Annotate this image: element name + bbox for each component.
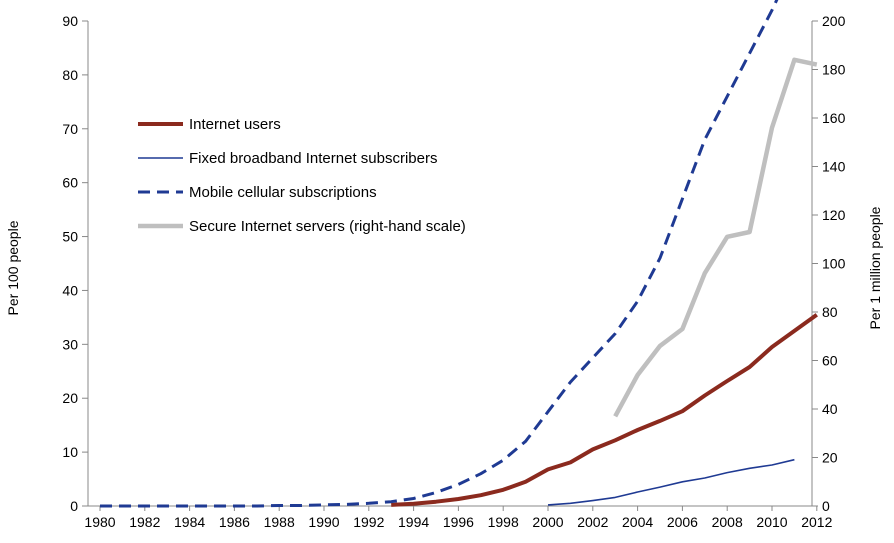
x-tick-label: 1986 <box>219 514 250 530</box>
left-tick-label: 40 <box>62 282 78 298</box>
axes-group <box>87 21 813 507</box>
right-tick-label: 80 <box>822 304 838 320</box>
x-tick-label: 2006 <box>667 514 698 530</box>
x-tick-label: 1988 <box>264 514 295 530</box>
x-tick-label: 2004 <box>622 514 653 530</box>
left-tick-label: 0 <box>70 498 78 514</box>
x-tick-label: 1994 <box>398 514 429 530</box>
legend-label-3: Mobile cellular subscriptions <box>189 184 377 201</box>
x-tick-label: 2010 <box>756 514 787 530</box>
series-line-1 <box>391 313 818 507</box>
x-tick-label: 2008 <box>712 514 743 530</box>
x-tick-label: 1992 <box>353 514 384 530</box>
left-tick-label: 50 <box>62 229 78 245</box>
left-axis-ticks: 0 10 20 30 40 50 60 70 80 90 <box>62 13 88 514</box>
right-tick-label: 20 <box>822 450 838 466</box>
x-tick-label: 1990 <box>308 514 339 530</box>
x-tick-label: 1996 <box>443 514 474 530</box>
left-tick-label: 80 <box>62 67 78 83</box>
series-lines <box>100 0 818 508</box>
left-tick-label: 20 <box>62 390 78 406</box>
legend-label-1: Internet users <box>189 116 281 133</box>
right-tick-label: 200 <box>822 13 846 29</box>
legend: Internet users Fixed broadband Internet s… <box>138 116 466 235</box>
x-axis-ticks: 1980 1982 1984 1986 1988 1990 1992 1994 1996 1998… <box>84 506 833 530</box>
x-tick-label: 1984 <box>174 514 205 530</box>
left-tick-label: 10 <box>62 444 78 460</box>
right-tick-label: 0 <box>822 498 830 514</box>
right-tick-label: 60 <box>822 353 838 369</box>
x-tick-label: 2000 <box>532 514 563 530</box>
right-tick-label: 140 <box>822 159 846 175</box>
y2-axis-title: Per 1 million people <box>867 206 883 329</box>
series-line-3 <box>100 0 779 508</box>
x-tick-label: 2012 <box>801 514 832 530</box>
legend-label-4: Secure Internet servers (right-hand scal… <box>189 218 466 235</box>
right-tick-label: 160 <box>822 110 846 126</box>
x-tick-label: 1980 <box>84 514 115 530</box>
left-tick-label: 70 <box>62 121 78 137</box>
series-line-2 <box>547 458 795 506</box>
right-axis-ticks: 0 20 40 60 80 100 120 140 160 180 200 <box>812 13 846 514</box>
series-line-4 <box>613 57 818 418</box>
x-tick-label: 1998 <box>488 514 519 530</box>
y-axis-title: Per 100 people <box>5 220 21 315</box>
right-tick-label: 120 <box>822 207 846 223</box>
left-tick-label: 30 <box>62 336 78 352</box>
x-tick-label: 1982 <box>129 514 160 530</box>
left-tick-label: 90 <box>62 13 78 29</box>
right-tick-label: 180 <box>822 62 846 78</box>
x-tick-label: 2002 <box>577 514 608 530</box>
legend-label-2: Fixed broadband Internet subscribers <box>189 150 437 167</box>
right-tick-label: 40 <box>822 401 838 417</box>
left-tick-label: 60 <box>62 175 78 191</box>
right-tick-label: 100 <box>822 256 846 272</box>
